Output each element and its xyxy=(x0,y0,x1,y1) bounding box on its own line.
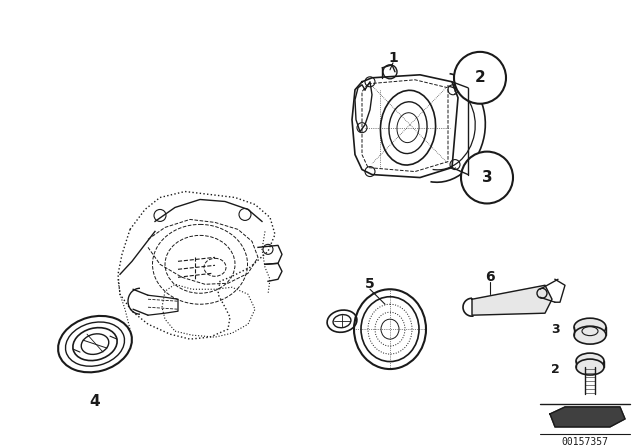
Polygon shape xyxy=(472,285,552,315)
Ellipse shape xyxy=(574,326,606,344)
Text: 3: 3 xyxy=(482,170,492,185)
Text: 5: 5 xyxy=(365,277,375,291)
Circle shape xyxy=(454,52,506,104)
Text: 6: 6 xyxy=(485,270,495,284)
Text: 2: 2 xyxy=(550,362,559,375)
Text: 1: 1 xyxy=(388,51,398,65)
Text: 2: 2 xyxy=(475,70,485,85)
Text: 3: 3 xyxy=(550,323,559,336)
Text: 00157357: 00157357 xyxy=(561,437,609,447)
Text: 4: 4 xyxy=(90,394,100,409)
Circle shape xyxy=(461,151,513,203)
Polygon shape xyxy=(550,407,625,427)
Ellipse shape xyxy=(576,359,604,375)
Ellipse shape xyxy=(576,353,604,369)
Ellipse shape xyxy=(574,318,606,336)
